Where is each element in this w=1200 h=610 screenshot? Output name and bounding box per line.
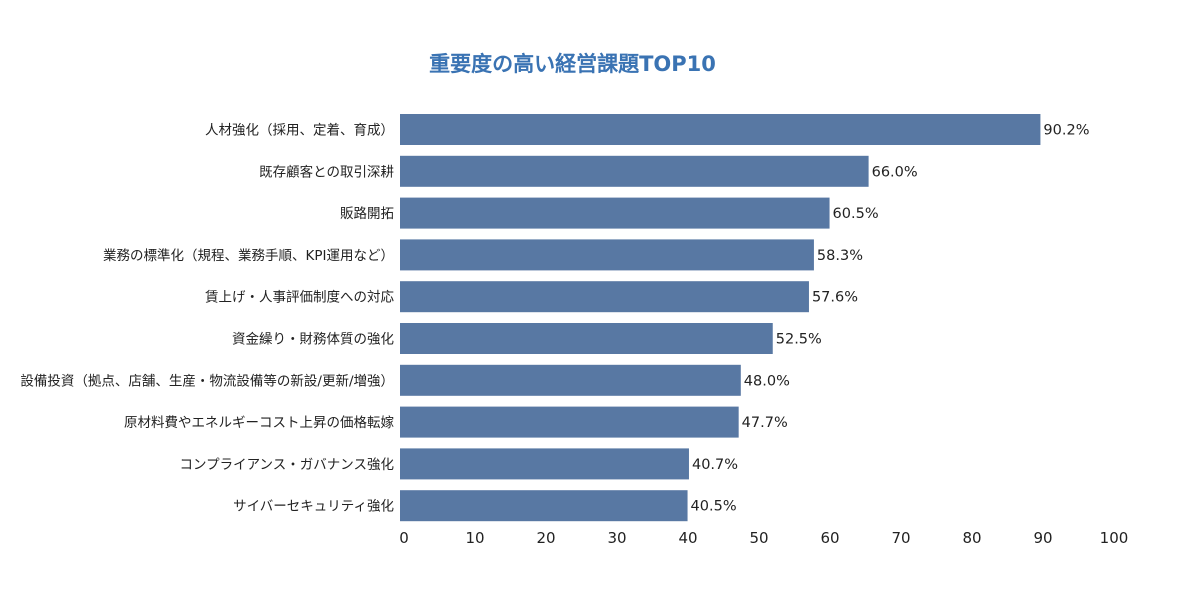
category-label-10: サイバーセキュリティ強化 — [233, 499, 394, 515]
x-tick-label-70: 70 — [891, 529, 910, 547]
x-tick-label-10: 10 — [465, 529, 484, 547]
x-tick-label-0: 0 — [399, 529, 409, 547]
x-tick-label-40: 40 — [678, 529, 697, 547]
bar-1 — [400, 114, 1041, 145]
value-label-5: 57.6% — [812, 290, 858, 306]
x-tick-label-30: 30 — [607, 529, 626, 547]
bar-8 — [400, 406, 739, 438]
x-tick-label-20: 20 — [536, 529, 555, 547]
x-tick-label-100: 100 — [1100, 529, 1129, 547]
x-tick-label-90: 90 — [1033, 529, 1052, 547]
bar-9 — [400, 448, 689, 480]
x-tick-label-60: 60 — [820, 529, 839, 547]
category-label-7: 設備投資（拠点、店舗、生産・物流設備等の新設/更新/増強） — [20, 372, 394, 389]
x-tick-label-80: 80 — [962, 529, 981, 547]
value-label-6: 52.5% — [776, 332, 822, 348]
value-label-7: 48.0% — [744, 373, 790, 389]
value-label-1: 90.2% — [1043, 123, 1089, 139]
value-label-8: 47.7% — [742, 415, 788, 431]
bar-6 — [400, 323, 773, 354]
bar-4 — [400, 239, 814, 271]
bar-2 — [400, 155, 869, 187]
value-label-3: 60.5% — [833, 206, 879, 222]
category-label-4: 業務の標準化（規程、業務手順、KPI運用など） — [103, 248, 394, 264]
category-label-9: コンプライアンス・ガバナンス強化 — [179, 457, 394, 473]
category-label-8: 原材料費やエネルギーコスト上昇の価格転嫁 — [124, 415, 394, 431]
value-label-4: 58.3% — [817, 248, 863, 264]
bar-5 — [400, 281, 809, 313]
category-label-5: 賃上げ・人事評価制度への対応 — [205, 290, 394, 306]
chart-title: 重要度の高い経営課題TOP10 — [429, 52, 716, 76]
value-label-9: 40.7% — [692, 457, 738, 473]
bar-7 — [400, 364, 741, 396]
bar-3 — [400, 197, 830, 229]
category-label-1: 人材強化（採用、定着、育成） — [205, 122, 394, 139]
value-label-2: 66.0% — [872, 164, 918, 180]
category-label-2: 既存顧客との取引深耕 — [259, 163, 394, 180]
bar-10 — [400, 490, 688, 522]
category-label-6: 資金繰り・財務体質の強化 — [232, 332, 394, 348]
value-label-10: 40.5% — [691, 499, 737, 515]
category-label-3: 販路開拓 — [340, 206, 394, 222]
x-tick-label-50: 50 — [749, 529, 768, 547]
